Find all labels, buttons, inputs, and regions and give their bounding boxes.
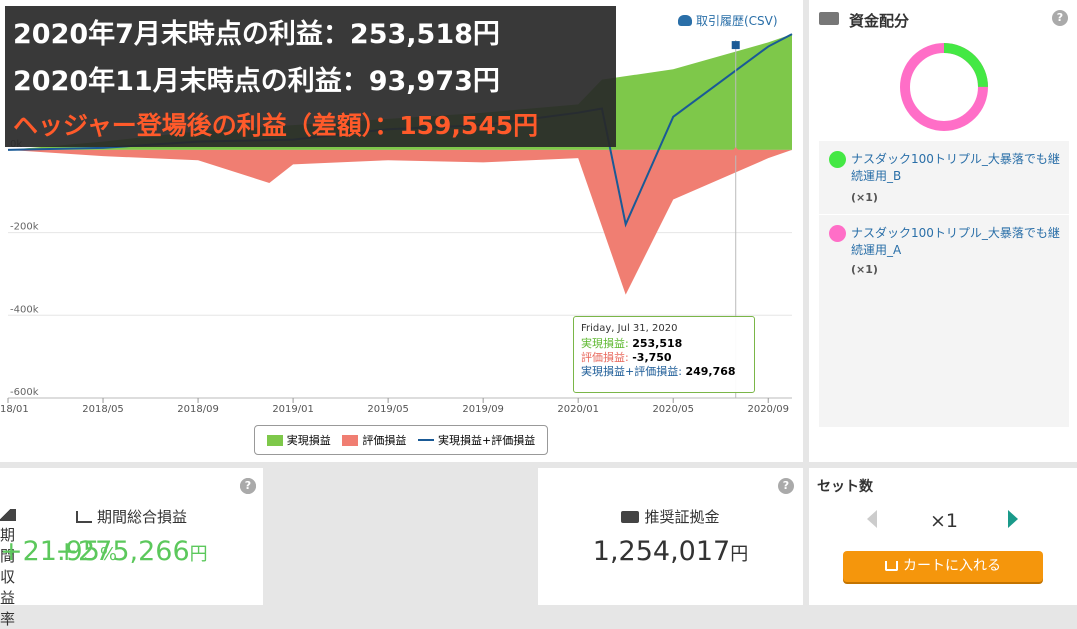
y-tick-label-3: -600k [10, 387, 39, 398]
y-tick-label-2: -400k [10, 304, 39, 315]
x-tick-label-5: 2019/09 [462, 404, 504, 415]
x-tick-label-8: 2020/09 [747, 404, 789, 415]
stat-margin-unit: 円 [730, 544, 749, 565]
set-count-panel: セット数 ×1 カートに入れる [809, 468, 1077, 605]
tooltip-date: Friday, Jul 31, 2020 [581, 323, 678, 334]
stat-total-profit-title: 期間総合損益 [96, 508, 187, 526]
overlay-line-1: 2020年7月末時点の利益：253,518円 [13, 19, 500, 50]
tooltip-total-label: 実現損益+評価損益: [581, 365, 682, 378]
allocation-mult-b: (×1) [851, 191, 878, 204]
x-tick-label-3: 2019/01 [272, 404, 314, 415]
area-chart-icon [0, 509, 16, 521]
legend-item-unrealized[interactable]: 評価損益 [342, 432, 406, 448]
stat-margin-value: 1,254,017 [592, 536, 731, 567]
legend-label-unrealized: 評価損益 [362, 434, 407, 447]
add-to-cart-button[interactable]: カートに入れる [843, 551, 1043, 582]
cart-icon [885, 561, 898, 571]
series-unrealized-area [8, 149, 792, 295]
crosshair-marker-total [731, 41, 740, 50]
stat-total-profit-value-row: +275,266円 [0, 536, 263, 567]
stat-total-profit-title-row: 期間総合損益 [0, 506, 263, 527]
overlay-line-3: ヘッジャー登場後の利益（差額）：159,545円 [13, 111, 539, 140]
x-tick-label-1: 2018/05 [82, 404, 124, 415]
cloud-download-icon [678, 15, 692, 26]
allocation-title: 資金配分 [849, 12, 910, 30]
stat-return-rate-value: +21.95 [0, 536, 100, 567]
allocation-dot-b [829, 151, 846, 168]
tooltip-unrealized-label: 評価損益: [581, 351, 629, 364]
x-tick-label-6: 2020/01 [557, 404, 599, 415]
overlay-line-2: 2020年11月末時点の利益：93,973円 [13, 66, 500, 97]
csv-download-link[interactable]: 取引履歴(CSV) [678, 12, 778, 29]
legend-swatch-realized [266, 434, 283, 446]
allocation-link-a[interactable]: ナスダック100トリプル_大暴落でも継続運用_A [851, 226, 1060, 257]
allocation-item-a: ナスダック100トリプル_大暴落でも継続運用_A (×1) [819, 215, 1069, 427]
increment-arrow-icon[interactable] [1008, 510, 1018, 528]
line-chart-icon [75, 511, 92, 523]
profit-overlay: 2020年7月末時点の利益：253,518円 2020年11月末時点の利益：93… [5, 6, 616, 147]
csv-label: 取引履歴(CSV) [696, 14, 778, 28]
stat-margin-title: 推奨証拠金 [644, 508, 720, 526]
chart-legend: 実現損益 評価損益 実現損益+評価損益 [254, 425, 548, 455]
stat-total-profit: ? 期間総合損益 +275,266円 [0, 468, 263, 605]
allocation-help-icon[interactable]: ? [1052, 10, 1068, 26]
allocation-mult-a: (×1) [851, 263, 878, 276]
stat-margin-value-row: 1,254,017円 [538, 536, 803, 567]
allocation-dot-a [829, 225, 846, 242]
x-tick-label-0: 2018/01 [0, 404, 29, 415]
tooltip-total-value: 249,768 [685, 365, 736, 378]
stat-total-profit-unit: 円 [189, 544, 208, 565]
allocation-donut [900, 43, 988, 131]
stat-margin: ? 推奨証拠金 1,254,017円 [538, 468, 803, 605]
set-count-value: ×1 [929, 510, 958, 532]
money-icon [621, 511, 640, 523]
chart-tooltip: Friday, Jul 31, 2020 実現損益: 253,518 評価損益:… [573, 316, 755, 393]
x-tick-label-4: 2019/05 [367, 404, 409, 415]
stat-return-rate-unit: % [99, 544, 118, 565]
money-icon [819, 12, 839, 25]
tooltip-unrealized-value: -3,750 [632, 351, 672, 364]
legend-item-realized[interactable]: 実現損益 [266, 432, 331, 448]
y-tick-label-1: -200k [10, 222, 39, 233]
legend-swatch-unrealized [342, 434, 359, 446]
allocation-item-b: ナスダック100トリプル_大暴落でも継続運用_B (×1) [819, 141, 1069, 214]
set-count-title: セット数 [817, 479, 873, 495]
stat-total-profit-value: +275,266 [55, 536, 190, 567]
legend-label-realized: 実現損益 [286, 434, 331, 447]
x-tick-label-2: 2018/09 [177, 404, 219, 415]
add-to-cart-label: カートに入れる [903, 558, 1001, 574]
legend-label-total: 実現損益+評価損益 [437, 434, 536, 447]
legend-item-total[interactable]: 実現損益+評価損益 [417, 432, 536, 448]
allocation-link-b[interactable]: ナスダック100トリプル_大暴落でも継続運用_B [851, 152, 1060, 183]
chart-panel: 0k-200k-400k-600k2018/012018/052018/0920… [0, 0, 803, 462]
tooltip-realized-label: 実現損益: [581, 337, 629, 350]
tooltip-realized-value: 253,518 [632, 337, 683, 350]
stat-margin-title-row: 推奨証拠金 [538, 506, 803, 527]
stat-margin-help-icon[interactable]: ? [778, 478, 794, 494]
stat-return-rate-help-icon[interactable]: ? [240, 478, 256, 494]
decrement-arrow-icon[interactable] [867, 510, 877, 528]
allocation-panel: 資金配分 ? ナスダック100トリプル_大暴落でも継続運用_B (×1) ナスダ… [809, 0, 1077, 462]
x-tick-label-7: 2020/05 [652, 404, 694, 415]
legend-swatch-total [417, 439, 434, 441]
